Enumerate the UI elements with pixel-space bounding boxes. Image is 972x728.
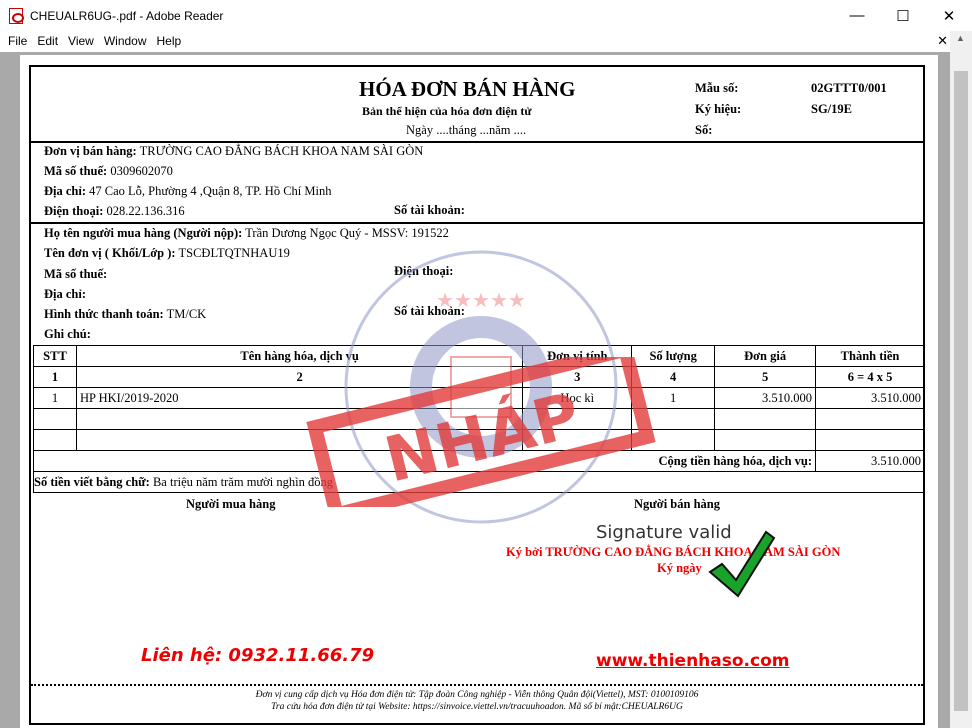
items-table: STT Tên hàng hóa, dịch vụ Đơn vị tính Số… xyxy=(32,345,925,493)
menu-file[interactable]: File xyxy=(8,34,28,48)
ky-hieu-value: SG/19E xyxy=(811,102,852,116)
cell-amount: 3.510.000 xyxy=(815,387,925,409)
empty-row xyxy=(33,429,925,451)
cell-stt: 1 xyxy=(33,387,77,409)
empty-row xyxy=(33,408,925,430)
index-cell: 2 xyxy=(75,366,524,388)
divider xyxy=(31,141,923,143)
index-cell: 3 xyxy=(522,366,633,388)
total-row: Cộng tiền hàng hóa, dịch vụ: 3.510.000 xyxy=(32,450,925,472)
seller-account: Số tài khoản: xyxy=(394,203,465,217)
buyer-phone: Điện thoại: xyxy=(394,264,454,278)
invoice-title: HÓA ĐƠN BÁN HÀNG xyxy=(359,77,576,101)
scroll-up-icon[interactable]: ▲ xyxy=(956,33,965,43)
buyer-name: Họ tên người mua hàng (Người nộp): Trần … xyxy=(44,226,449,240)
menu-bar: File Edit View Window Help ✕ xyxy=(0,31,972,51)
maximize-button[interactable]: ☐ xyxy=(896,7,910,25)
title-bar: CHEUALR6UG-.pdf - Adobe Reader — ☐ ✕ xyxy=(0,0,972,31)
signature-valid: Signature valid xyxy=(596,522,732,543)
signed-date: Ký ngày xyxy=(657,561,702,575)
buyer-unit: Tên đơn vị ( Khối/Lớp ): TSCĐLTQTNHAU19 xyxy=(44,246,290,260)
note: Ghi chú: xyxy=(44,327,91,341)
window-title: CHEUALR6UG-.pdf - Adobe Reader xyxy=(30,8,224,23)
in-words-row: Số tiền viết bằng chữ: Ba triệu năm trăm… xyxy=(33,471,925,493)
cell-qty: 1 xyxy=(631,387,716,409)
scrollbar-thumb[interactable] xyxy=(954,71,968,711)
footer-lookup: Tra cứu hóa đơn điện tử tại Website: htt… xyxy=(271,702,683,712)
cell-price: 3.510.000 xyxy=(714,387,817,409)
pdf-app-icon xyxy=(9,7,24,24)
invoice-subtitle: Bản thể hiện của hóa đơn điện tử xyxy=(362,104,532,118)
checkmark-icon xyxy=(708,530,776,598)
so-label: Số: xyxy=(695,123,713,137)
ky-hieu-label: Ký hiệu: xyxy=(695,102,742,116)
col-price: Đơn giá xyxy=(714,345,817,367)
seller-address: Địa chỉ: 47 Cao Lỗ, Phường 4 ,Quận 8, TP… xyxy=(44,184,332,198)
menu-window[interactable]: Window xyxy=(103,34,147,48)
buyer-signature-label: Người mua hàng xyxy=(186,497,276,511)
close-button[interactable]: ✕ xyxy=(942,7,956,25)
seller-name: Đơn vị bán hàng: TRƯỜNG CAO ĐẲNG BÁCH KH… xyxy=(44,144,424,158)
total-label: Cộng tiền hàng hóa, dịch vụ: xyxy=(32,450,817,472)
menu-edit[interactable]: Edit xyxy=(37,34,59,48)
table-header: STT Tên hàng hóa, dịch vụ Đơn vị tính Số… xyxy=(33,345,925,367)
mau-so-value: 02GTTT0/001 xyxy=(811,81,887,95)
invoice: HÓA ĐƠN BÁN HÀNG Bản thể hiện của hóa đơ… xyxy=(29,65,925,725)
buyer-tax: Mã số thuế: xyxy=(44,267,108,281)
footer-provider: Đơn vị cung cấp dịch vụ Hóa đơn điện tử:… xyxy=(255,690,699,700)
index-cell: 6 = 4 x 5 xyxy=(815,366,925,388)
minimize-button[interactable]: — xyxy=(849,7,865,24)
buyer-account: Số tài khoản: xyxy=(394,304,465,318)
signed-by: Ký bởi TRƯỜNG CAO ĐẲNG BÁCH KHOA NAM SÀI… xyxy=(506,545,841,559)
index-cell: 1 xyxy=(33,366,77,388)
seller-phone: Điện thoại: 028.22.136.316 xyxy=(44,204,185,218)
payment-method: Hình thức thanh toán: TM/CK xyxy=(44,307,207,321)
website-link[interactable]: www.thienhaso.com xyxy=(596,651,790,671)
table-row: 1 HP HKI/2019-2020 Học kì 1 3.510.000 3.… xyxy=(33,387,925,409)
vertical-scrollbar[interactable]: ▲ xyxy=(950,31,972,728)
seller-tax: Mã số thuế: 0309602070 xyxy=(44,164,173,178)
cell-name: HP HKI/2019-2020 xyxy=(75,387,524,409)
mau-so-label: Mẫu số: xyxy=(695,81,739,95)
pdf-page: HÓA ĐƠN BÁN HÀNG Bản thể hiện của hóa đơ… xyxy=(20,55,938,728)
divider xyxy=(31,222,923,224)
buyer-address: Địa chỉ: xyxy=(44,287,87,301)
col-amount: Thành tiền xyxy=(815,345,925,367)
menu-help[interactable]: Help xyxy=(156,34,182,48)
index-row: 1 2 3 4 5 6 = 4 x 5 xyxy=(33,366,925,388)
col-unit: Đơn vị tính xyxy=(522,345,633,367)
invoice-footer: Đơn vị cung cấp dịch vụ Hóa đơn điện tử:… xyxy=(31,684,923,713)
seller-signature-label: Người bán hàng xyxy=(634,497,720,511)
index-cell: 4 xyxy=(631,366,716,388)
col-stt: STT xyxy=(33,345,77,367)
index-cell: 5 xyxy=(714,366,817,388)
menu-view[interactable]: View xyxy=(68,34,94,48)
in-words: Số tiền viết bằng chữ: Ba triệu năm trăm… xyxy=(33,471,925,493)
col-name: Tên hàng hóa, dịch vụ xyxy=(75,345,524,367)
total-value: 3.510.000 xyxy=(815,450,925,472)
contact-phone: Liên hệ: 0932.11.66.79 xyxy=(141,645,375,666)
invoice-date: Ngày ....tháng ...năm .... xyxy=(406,123,527,137)
col-qty: Số lượng xyxy=(631,345,716,367)
cell-unit: Học kì xyxy=(522,387,633,409)
close-document-button[interactable]: ✕ xyxy=(937,33,948,48)
